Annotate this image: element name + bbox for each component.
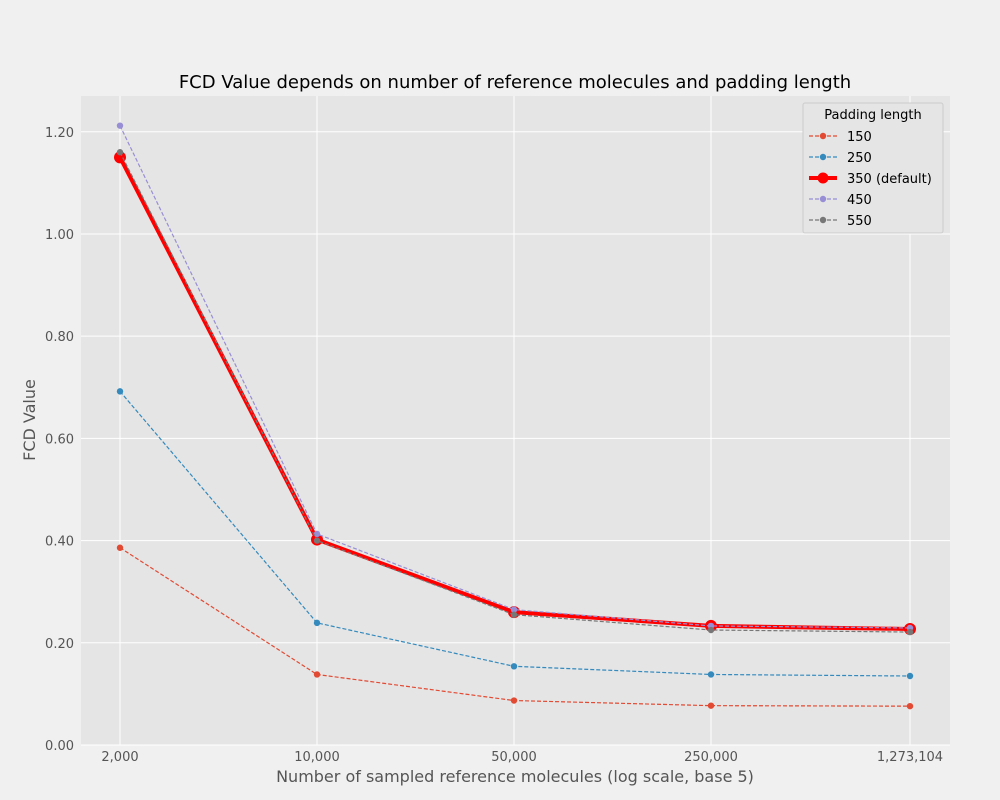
data-point — [707, 702, 715, 709]
data-point — [116, 388, 124, 395]
chart-title: FCD Value depends on number of reference… — [179, 72, 851, 93]
data-point — [906, 702, 914, 710]
y-tick-label: 0.80 — [45, 330, 74, 345]
data-point — [707, 626, 715, 634]
x-tick-labels: 2,000 10,000 50,000 250,000 1,273,104 — [101, 750, 943, 765]
legend-entry: 250 — [809, 151, 872, 166]
legend-label: 350 (default) — [847, 172, 932, 187]
legend-marker — [817, 172, 829, 184]
legend-entry: 550 — [809, 214, 872, 229]
y-tick-label: 1.00 — [45, 228, 74, 243]
y-tick-label: 1.20 — [45, 126, 74, 141]
data-point — [116, 122, 124, 129]
data-point — [906, 628, 914, 636]
legend-marker — [819, 132, 827, 140]
x-tick-label: 10,000 — [294, 750, 340, 765]
data-point — [510, 606, 518, 613]
y-tick-label: 0.00 — [45, 739, 74, 754]
legend: Padding length 150 250 350 (default) 450 550 — [802, 102, 944, 234]
legend-marker — [819, 153, 827, 161]
data-point — [313, 671, 321, 678]
x-tick-label: 2,000 — [101, 750, 138, 765]
y-tick-labels: 0.00 0.20 0.40 0.60 0.80 1.00 1.20 — [45, 126, 74, 754]
data-point — [510, 697, 518, 704]
data-point — [906, 672, 914, 680]
legend-label: 550 — [847, 214, 872, 229]
y-tick-label: 0.60 — [45, 432, 74, 447]
series-line — [119, 125, 911, 629]
x-tick-label: 250,000 — [684, 750, 738, 765]
y-axis-label: FCD Value — [20, 379, 39, 461]
legend-entry: 350 (default) — [809, 172, 932, 187]
data-point — [116, 149, 124, 156]
series-150 — [116, 544, 914, 710]
legend-marker — [819, 216, 827, 224]
data-point — [510, 611, 518, 618]
x-axis-label: Number of sampled reference molecules (l… — [276, 767, 754, 786]
legend-title: Padding length — [824, 108, 921, 123]
data-point — [313, 530, 321, 538]
x-tick-label: 50,000 — [491, 750, 537, 765]
x-tick-label: 1,273,104 — [877, 750, 943, 765]
data-point — [313, 619, 321, 627]
series-250 — [116, 388, 914, 680]
legend-entry: 450 — [809, 193, 872, 208]
legend-marker — [819, 195, 827, 203]
legend-label: 150 — [847, 130, 872, 145]
legend-label: 250 — [847, 151, 872, 166]
legend-box — [802, 102, 944, 234]
y-tick-label: 0.20 — [45, 637, 74, 652]
data-point — [116, 544, 124, 551]
series-group — [114, 122, 916, 710]
y-tick-label: 0.40 — [45, 535, 74, 550]
legend-entry: 150 — [809, 130, 872, 145]
series-550 — [116, 149, 914, 636]
legend-label: 450 — [847, 193, 872, 208]
data-point — [313, 537, 321, 544]
data-point — [510, 663, 518, 670]
data-point — [707, 671, 715, 678]
